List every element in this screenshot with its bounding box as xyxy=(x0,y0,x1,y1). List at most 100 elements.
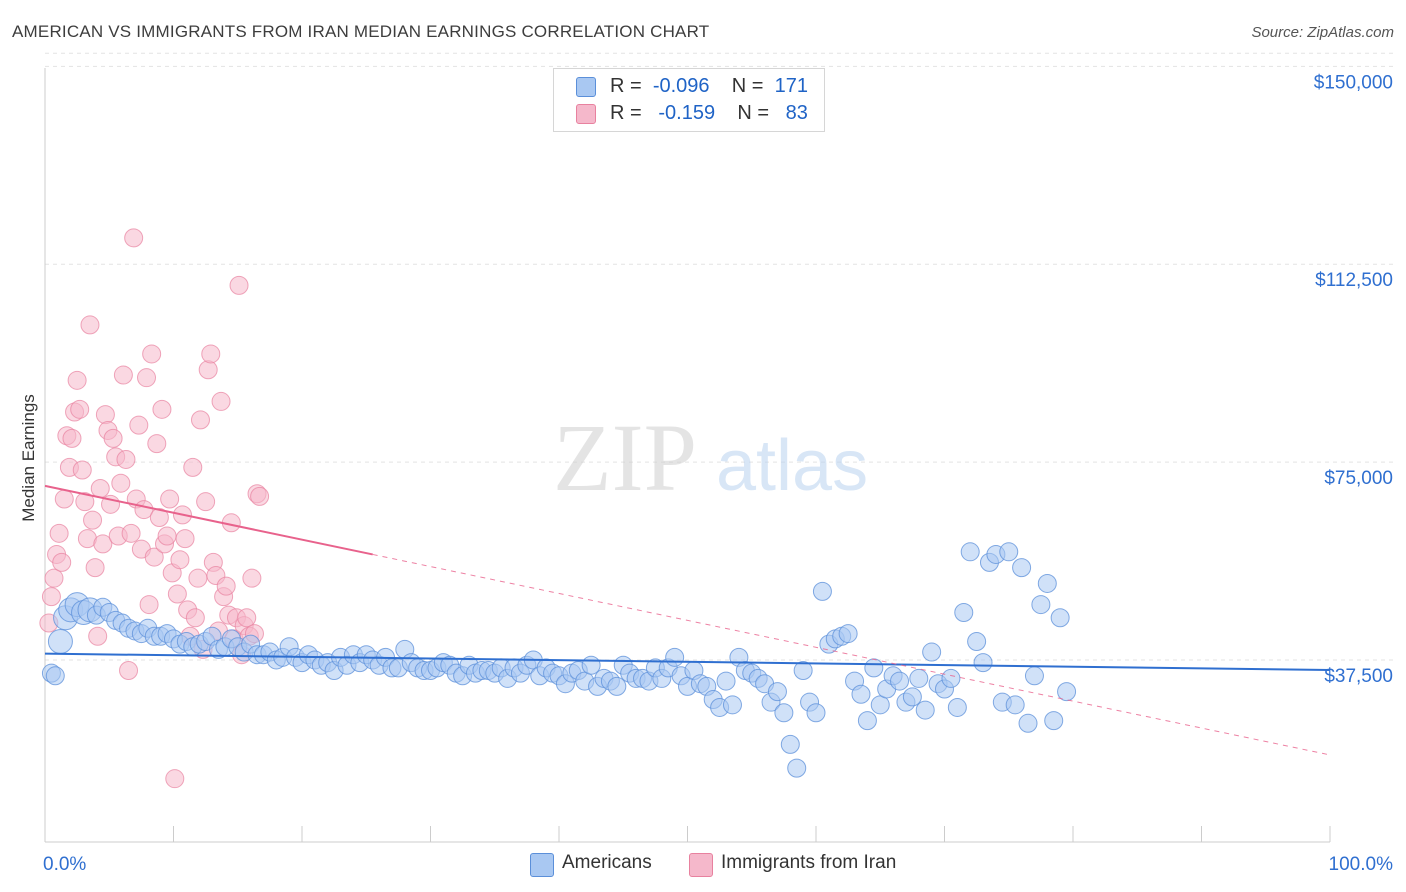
iran-point xyxy=(211,391,231,411)
tick-labels: $37,500 $75,000 $112,500 $150,000 0.0% 100.0% xyxy=(43,72,1393,875)
correlation-legend: R = -0.096 N = 171 R = -0.159 N = 83 xyxy=(553,68,825,132)
american-point xyxy=(915,700,935,720)
american-point xyxy=(973,653,993,673)
iran-point xyxy=(52,552,72,572)
american-point xyxy=(45,666,65,686)
iran-point xyxy=(160,489,180,509)
iran-point xyxy=(250,486,270,506)
y-tick-label: $150,000 xyxy=(1314,72,1393,93)
iran-point xyxy=(139,595,159,615)
iran-point xyxy=(83,510,103,530)
iran-point xyxy=(80,315,100,335)
american-point xyxy=(947,697,967,717)
american-point xyxy=(960,542,980,562)
iran-point xyxy=(116,449,136,469)
american-point xyxy=(870,695,890,715)
legend-label: Immigrants from Iran xyxy=(721,852,897,873)
american-point xyxy=(774,703,794,723)
american-point xyxy=(1012,558,1032,578)
iran-point xyxy=(72,460,92,480)
iran-point xyxy=(175,529,195,549)
american-point xyxy=(767,682,787,702)
american-point xyxy=(909,668,929,688)
american-point xyxy=(1031,595,1051,615)
american-point xyxy=(1005,695,1025,715)
legend-label: Americans xyxy=(562,852,652,873)
iran-point xyxy=(111,473,131,493)
grid-lines xyxy=(45,52,1395,661)
trend-lines xyxy=(44,484,1331,756)
iran-point xyxy=(229,275,249,295)
watermark-atlas: atlas xyxy=(716,426,868,506)
iran-point xyxy=(44,568,64,588)
american-point xyxy=(787,758,807,778)
americans-legend-swatch xyxy=(530,853,554,877)
american-point xyxy=(47,629,73,654)
iran-point xyxy=(85,558,105,578)
iran-point xyxy=(124,228,144,248)
american-point xyxy=(890,671,910,691)
iran-point xyxy=(67,370,87,390)
american-point xyxy=(954,602,974,622)
american-point xyxy=(1044,711,1064,731)
legend-n-value: 171 xyxy=(774,75,808,97)
americans-swatch xyxy=(576,77,596,97)
american-point xyxy=(857,711,877,731)
iran-point xyxy=(196,492,216,512)
iran-point xyxy=(167,584,187,604)
iran-point xyxy=(119,661,139,681)
american-point xyxy=(722,695,742,715)
american-point xyxy=(902,687,922,707)
iran-point xyxy=(165,769,185,789)
american-point xyxy=(1037,573,1057,593)
american-point xyxy=(1057,682,1077,702)
american-point xyxy=(812,581,832,601)
chart-title: AMERICAN VS IMMIGRANTS FROM IRAN MEDIAN … xyxy=(12,22,710,41)
iran-point xyxy=(157,526,177,546)
legend-r-value: -0.159 xyxy=(658,102,716,124)
american-point xyxy=(665,647,685,667)
iran-point xyxy=(88,626,108,646)
american-point xyxy=(941,668,961,688)
iran-point xyxy=(142,344,162,364)
american-point xyxy=(838,624,858,644)
american-point xyxy=(607,676,627,696)
x-tick-label: 0.0% xyxy=(43,854,86,875)
y-tick-label: $112,500 xyxy=(1315,270,1393,291)
iran-trend-line xyxy=(44,484,373,556)
iran-legend-swatch xyxy=(689,853,713,877)
iran-point xyxy=(75,492,95,512)
american-point xyxy=(864,658,884,678)
watermark-zip: ZIP xyxy=(553,404,697,511)
americans-trend-line xyxy=(44,652,1331,671)
iran-trend-extension xyxy=(372,553,1331,756)
iran-point xyxy=(90,478,110,498)
watermark: ZIP atlas xyxy=(553,404,868,511)
y-tick-label: $75,000 xyxy=(1324,468,1393,489)
american-point xyxy=(851,684,871,704)
legend-n-value: 83 xyxy=(785,102,808,124)
american-point xyxy=(716,671,736,691)
iran-point xyxy=(147,434,167,454)
iran-point xyxy=(54,489,74,509)
iran-series-points xyxy=(39,228,270,789)
iran-point xyxy=(183,457,203,477)
iran-point xyxy=(185,608,205,628)
iran-point xyxy=(129,415,149,435)
americans-series-points xyxy=(41,542,1077,778)
iran-point xyxy=(41,587,61,607)
y-axis-label: Median Earnings xyxy=(19,394,38,522)
american-point xyxy=(1018,713,1038,733)
iran-point xyxy=(190,410,210,430)
iran-swatch xyxy=(576,104,596,124)
legend-row-americans: R = -0.096 N = 171 xyxy=(576,75,808,99)
iran-point xyxy=(70,399,90,419)
iran-point xyxy=(188,568,208,588)
iran-point xyxy=(198,360,218,380)
legend-row-iran: R = -0.159 N = 83 xyxy=(576,102,808,126)
legend-r-label: R = xyxy=(610,102,642,124)
iran-point xyxy=(137,368,157,388)
american-point xyxy=(581,655,601,675)
axes xyxy=(44,68,1331,843)
